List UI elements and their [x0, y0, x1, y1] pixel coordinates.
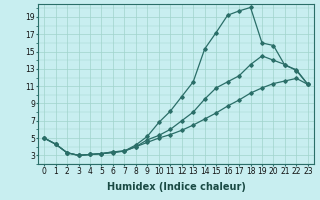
- X-axis label: Humidex (Indice chaleur): Humidex (Indice chaleur): [107, 182, 245, 192]
